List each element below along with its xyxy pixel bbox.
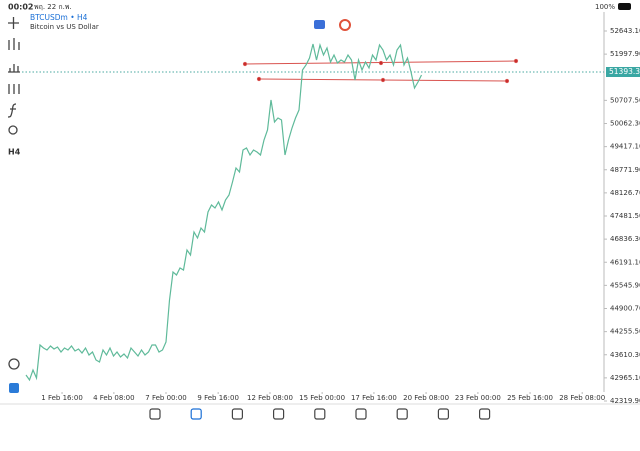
x-tick-label: 1 Feb 16:00 <box>41 394 82 402</box>
x-tick-label: 15 Feb 00:00 <box>299 394 345 402</box>
y-tick-label: 49417.10 <box>610 143 640 151</box>
y-tick-label: 45545.90 <box>610 281 640 289</box>
symbol-description: Bitcoin vs US Dollar <box>30 23 99 31</box>
battery-text: 100% <box>595 3 615 11</box>
battery-icon <box>618 3 631 10</box>
y-tick-label: 46191.10 <box>610 258 640 266</box>
shapes-tool[interactable] <box>8 125 18 135</box>
y-tick-label: 43610.30 <box>610 351 640 359</box>
tab-bar <box>149 408 491 420</box>
y-tick-label: 44900.70 <box>610 305 640 313</box>
trend-point[interactable] <box>380 77 386 83</box>
tab-icon[interactable] <box>396 408 408 420</box>
x-tick-label: 20 Feb 08:00 <box>403 394 449 402</box>
status-time: 00:02 <box>8 3 33 12</box>
tab-icon[interactable] <box>355 408 367 420</box>
timeframe-button[interactable]: H4 <box>8 148 21 157</box>
y-tick-label: 50707.50 <box>610 96 640 104</box>
y-tick-label: 46836.30 <box>610 235 640 243</box>
y-tick-label: 48126.70 <box>610 189 640 197</box>
y-tick-label: 48771.90 <box>610 166 640 174</box>
symbol-name[interactable]: BTCUSDm • H4 <box>30 13 88 22</box>
search-tool[interactable] <box>8 358 20 370</box>
x-tick-label: 4 Feb 08:00 <box>93 394 134 402</box>
trend-point[interactable] <box>513 58 519 64</box>
x-tick-label: 7 Feb 00:00 <box>145 394 186 402</box>
indicators-tool[interactable] <box>8 64 20 73</box>
settings-tool[interactable] <box>8 84 20 94</box>
trade-button[interactable] <box>9 383 19 393</box>
trend-point[interactable] <box>256 76 262 82</box>
crosshair-tool[interactable] <box>8 17 19 29</box>
tab-icon[interactable] <box>231 408 243 420</box>
left-toolbar: H4 <box>7 17 21 393</box>
x-tick-label: 25 Feb 16:00 <box>507 394 553 402</box>
y-tick-label: 47481.50 <box>610 212 640 220</box>
y-tick-label: 42965.10 <box>610 374 640 382</box>
tab-icon[interactable] <box>437 408 449 420</box>
trend-point[interactable] <box>378 60 384 66</box>
y-tick-label: 42319.90 <box>610 397 640 405</box>
y-tick-label: 52643.10 <box>610 27 640 35</box>
y-tick-label: 51997.90 <box>610 50 640 58</box>
x-tick-label: 17 Feb 16:00 <box>351 394 397 402</box>
x-tick-label: 28 Feb 08:00 <box>559 394 605 402</box>
tab-icon[interactable] <box>190 408 202 420</box>
price-line <box>25 42 423 382</box>
tab-icon[interactable] <box>314 408 326 420</box>
x-tick-label: 9 Feb 16:00 <box>197 394 238 402</box>
chart-type-tool[interactable] <box>8 38 20 50</box>
trend-point[interactable] <box>504 78 510 84</box>
one-click-icon[interactable] <box>314 20 325 29</box>
x-tick-label: 12 Feb 08:00 <box>247 394 293 402</box>
current-price-label: 51393.35 <box>609 67 640 76</box>
x-tick-label: 23 Feb 00:00 <box>455 394 501 402</box>
y-tick-label: 44255.50 <box>610 328 640 336</box>
signal-icon[interactable] <box>339 19 351 31</box>
current-price-box <box>606 67 640 77</box>
objects-tool[interactable] <box>7 103 17 118</box>
tab-icon[interactable] <box>479 408 491 420</box>
trend-point[interactable] <box>242 61 248 67</box>
trend-lines[interactable] <box>242 58 519 84</box>
tab-icon[interactable] <box>273 408 285 420</box>
tab-icon[interactable] <box>149 408 161 420</box>
y-tick-label: 50062.30 <box>610 120 640 128</box>
status-date: พฤ. 22 ก.พ. <box>34 3 72 11</box>
